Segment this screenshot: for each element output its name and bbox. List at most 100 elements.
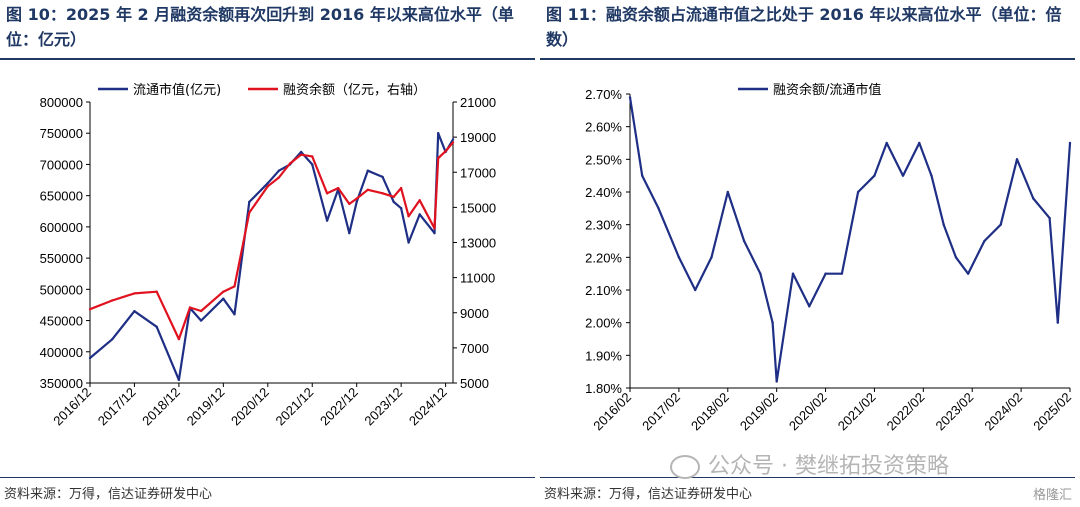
ratio-point — [999, 223, 1002, 226]
right-source: 资料来源：万得，信达证券研发中心 — [544, 487, 753, 502]
margin-balance-point — [199, 309, 203, 313]
y-right-tick-label: 9000 — [460, 306, 489, 321]
margin-balance-point — [311, 155, 314, 158]
margin-balance-point — [177, 337, 181, 341]
ratio-point — [942, 223, 945, 226]
margin-balance-point — [248, 211, 251, 214]
margin-balance-point — [392, 195, 395, 199]
market-cap-point — [199, 319, 203, 322]
market-cap-point — [392, 200, 395, 204]
margin-balance-point — [433, 227, 436, 230]
margin-balance-point — [222, 290, 225, 293]
ratio-point — [954, 256, 958, 259]
y-tick-label: 1.80% — [585, 381, 622, 396]
y-left-tick-label: 450000 — [40, 314, 83, 329]
margin-balance-point — [266, 185, 269, 188]
ratio-point — [1015, 158, 1019, 161]
left-chart: 350000 400000 450000 500000 550000 600000 6500… — [40, 82, 497, 429]
x-tick-label: 2023/02 — [933, 390, 977, 434]
margin-balance-point — [336, 186, 340, 190]
margin-balance-point — [348, 202, 351, 206]
x-tick-label: 2021/12 — [273, 385, 317, 429]
market-cap-point — [433, 231, 436, 235]
margin-balance-point — [299, 153, 303, 156]
ratio-point — [856, 190, 860, 194]
x-tick-label: 2017/12 — [95, 385, 139, 429]
market-cap-point — [177, 378, 181, 382]
left-source-rule — [0, 477, 535, 478]
left-source: 资料来源：万得，信达证券研发中心 — [4, 487, 213, 502]
margin-balance-point — [407, 214, 410, 218]
y-tick-label: 2.00% — [585, 316, 622, 331]
x-tick-label: 2020/02 — [786, 390, 830, 434]
legend-label-margin: 融资余额（亿元，右轴） — [283, 82, 426, 98]
margin-balance-point — [444, 149, 447, 153]
y-tick-label: 2.30% — [585, 218, 622, 233]
margin-balance-point — [233, 285, 236, 288]
right-title-rule — [540, 58, 1075, 60]
wechat-icon — [670, 455, 700, 479]
ratio-point — [840, 272, 844, 275]
ratio-point — [742, 239, 746, 243]
ratio-point — [873, 174, 876, 177]
corner-badge: 格隆汇 — [1032, 488, 1072, 503]
x-tick-label: 2023/12 — [361, 385, 405, 429]
ratio-point — [885, 141, 888, 145]
y-tick-label: 2.70% — [585, 87, 622, 102]
x-tick-label: 2024/02 — [981, 390, 1025, 434]
market-cap-point — [436, 132, 440, 135]
ratio-point — [726, 190, 729, 194]
x-tick-label: 2017/02 — [639, 390, 683, 434]
right-source-rule — [540, 477, 1075, 478]
legend-label-market-cap: 流通市值(亿元) — [133, 82, 221, 98]
y-right-tick-label: 7000 — [460, 341, 489, 356]
market-cap-point — [407, 241, 410, 244]
market-cap-point — [418, 213, 421, 216]
ratio-point — [1048, 216, 1051, 220]
x-tick-label: 2022/12 — [317, 385, 361, 429]
x-tick-label: 2019/12 — [184, 385, 228, 429]
x-tick-label: 2025/02 — [1030, 390, 1074, 434]
y-right-tick-label: 19000 — [460, 130, 496, 145]
market-cap-point — [277, 169, 281, 172]
x-tick-label: 2021/02 — [835, 390, 879, 434]
margin-balance-point — [355, 197, 358, 200]
ratio-point — [824, 272, 827, 275]
market-cap-point — [325, 219, 329, 222]
y-left-tick-label: 500000 — [40, 282, 83, 297]
ratio-point — [966, 272, 970, 275]
margin-balance-point — [436, 157, 440, 160]
y-right-tick-label: 15000 — [460, 200, 496, 215]
ratio-point — [710, 256, 713, 259]
y-left-tick-label: 350000 — [40, 376, 83, 391]
ratio-point — [791, 272, 795, 275]
y-left-tick-label: 600000 — [40, 220, 83, 235]
market-cap-point — [299, 150, 303, 154]
series-line-margin-balance — [89, 141, 454, 341]
x-tick-label: 2022/02 — [884, 390, 928, 434]
left-title-rule — [0, 58, 535, 60]
margin-balance-point — [88, 308, 92, 311]
market-cap-point — [399, 206, 403, 210]
ratio-point — [918, 141, 921, 145]
y-left-tick-label: 750000 — [40, 126, 83, 141]
x-tick-label: 2018/02 — [688, 390, 732, 434]
market-cap-point — [111, 338, 114, 341]
ratio-point — [930, 174, 933, 177]
market-cap-point — [233, 313, 236, 316]
market-cap-point — [155, 325, 158, 328]
series-line-market-cap — [89, 132, 454, 381]
y-left-tick-label: 650000 — [40, 189, 83, 204]
y-tick-label: 2.60% — [585, 120, 622, 135]
left-legend: 流通市值(亿元) 融资余额（亿元，右轴） — [98, 82, 426, 98]
margin-balance-point — [288, 162, 292, 165]
ratio-point — [677, 256, 681, 259]
y-tick-label: 2.20% — [585, 250, 622, 265]
ratio-point — [1056, 321, 1059, 324]
ratio-point — [808, 305, 811, 308]
margin-balance-point — [133, 292, 136, 295]
market-cap-point — [88, 356, 92, 360]
ratio-point — [641, 174, 644, 177]
market-cap-point — [348, 231, 351, 235]
ratio-point — [1032, 197, 1035, 200]
